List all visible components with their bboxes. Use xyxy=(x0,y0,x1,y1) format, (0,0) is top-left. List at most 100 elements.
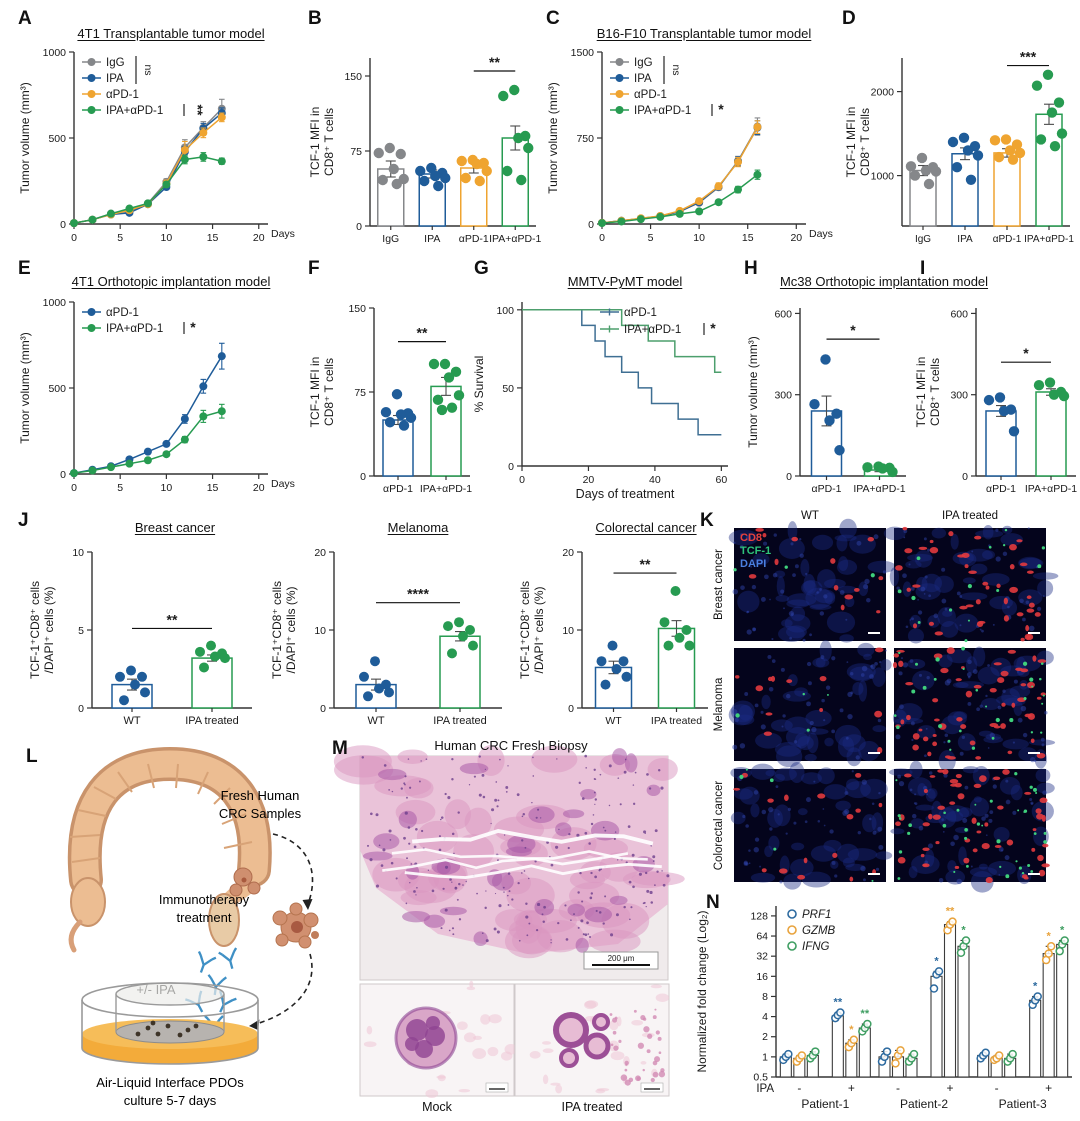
svg-text:αPD-1: αPD-1 xyxy=(624,307,657,319)
panel-f-label: F xyxy=(308,258,320,279)
panel-m: M Human CRC Fresh Biopsy 200 μm Mock IPA… xyxy=(332,736,690,1121)
svg-text:0: 0 xyxy=(599,232,605,244)
panel-d-chart: 1000 2000 IgG IPA αPD-1 IPA+αPD-1 *** TCF-1 MFI… xyxy=(844,49,1074,245)
histology-ipa-image xyxy=(514,983,670,1097)
svg-text:TCF-1 MFI in: TCF-1 MFI in xyxy=(914,357,928,428)
svg-text:75: 75 xyxy=(354,387,366,399)
svg-text:200 μm: 200 μm xyxy=(608,954,635,963)
svg-text:5: 5 xyxy=(117,482,123,494)
svg-text:20: 20 xyxy=(562,547,574,559)
svg-text:8: 8 xyxy=(762,991,768,1003)
svg-text:IPA+αPD-1: IPA+αPD-1 xyxy=(420,483,472,495)
svg-text:*: * xyxy=(961,924,966,936)
svg-text:15: 15 xyxy=(207,232,219,244)
svg-text:IPA treated: IPA treated xyxy=(433,715,487,727)
panel-g-chart: 0 50 100 0 20 40 60 Days of treatment % Survival… xyxy=(472,302,728,501)
svg-text:5: 5 xyxy=(78,625,84,637)
dapi-marker-label: DAPI xyxy=(740,558,767,570)
svg-text:32: 32 xyxy=(756,951,768,963)
svg-text:100: 100 xyxy=(496,305,514,317)
svg-text:TCF-1⁺CD8⁺ cells: TCF-1⁺CD8⁺ cells xyxy=(518,581,532,679)
svg-text:IPA+αPD-1: IPA+αPD-1 xyxy=(1024,234,1074,245)
svg-text:*: * xyxy=(1047,930,1052,942)
tumor-on-colon xyxy=(229,867,261,897)
panel-e-label: E xyxy=(18,258,31,279)
panel-j3-title: Colorectal cancer xyxy=(595,520,697,535)
svg-text:/DAPI⁺ cells (%): /DAPI⁺ cells (%) xyxy=(42,586,56,673)
svg-text:IgG: IgG xyxy=(106,57,125,69)
svg-text:150: 150 xyxy=(348,303,366,315)
svg-text:20: 20 xyxy=(583,474,595,486)
panel-k-col-wt: WT xyxy=(801,510,819,522)
ipa-treated-label: IPA treated xyxy=(561,1100,623,1114)
svg-text:128: 128 xyxy=(750,910,768,922)
svg-text:50: 50 xyxy=(502,383,514,395)
svg-text:*: * xyxy=(1060,924,1065,936)
svg-text:0: 0 xyxy=(356,221,362,233)
samples-caption-line2: CRC Samples xyxy=(219,806,302,821)
panel-a-label: A xyxy=(18,8,32,29)
svg-text:0: 0 xyxy=(962,471,968,483)
panel-e-chart: 0 500 1000 0 5 10 15 20 Days Tumor volume (mm³) αP… xyxy=(18,297,295,494)
svg-text:**: ** xyxy=(190,105,206,116)
svg-text:*: * xyxy=(710,320,716,336)
panel-b: B 0 75 150 IgG IPA αPD-1 IPA+αPD-1 ** TCF-1 MFI … xyxy=(306,6,542,256)
panel-e: E 4T1 Orthotopic implantation model 0 500… xyxy=(16,258,304,508)
svg-text:0: 0 xyxy=(71,482,77,494)
svg-text:1500: 1500 xyxy=(571,47,595,59)
panel-c: C B16-F10 Transplantable tumor model 0 75… xyxy=(544,6,842,256)
svg-text:****: **** xyxy=(407,586,429,602)
svg-text:600: 600 xyxy=(774,308,792,320)
svg-text:**: ** xyxy=(489,54,500,70)
svg-text:10: 10 xyxy=(314,625,326,637)
svg-text:20: 20 xyxy=(790,232,802,244)
svg-text:Patient-2: Patient-2 xyxy=(900,1097,948,1111)
panel-j2-title: Melanoma xyxy=(387,520,449,535)
svg-text:TCF-1⁺CD8⁺ cells: TCF-1⁺CD8⁺ cells xyxy=(28,581,42,679)
svg-text:αPD-1: αPD-1 xyxy=(106,307,139,319)
panel-l-label: L xyxy=(26,746,38,767)
svg-text:0: 0 xyxy=(320,703,326,715)
micrograph-colorectal-ipa xyxy=(889,760,1055,893)
svg-text:20: 20 xyxy=(253,232,265,244)
panel-c-label: C xyxy=(546,8,560,29)
svg-text:Patient-3: Patient-3 xyxy=(999,1097,1047,1111)
panel-g-label: G xyxy=(474,258,489,279)
svg-text:*: * xyxy=(718,101,724,117)
svg-text:64: 64 xyxy=(756,931,768,943)
panel-k-row-colorectal: Colorectal cancer xyxy=(713,780,725,871)
svg-text:TCF-1⁺CD8⁺ cells: TCF-1⁺CD8⁺ cells xyxy=(270,581,284,679)
panel-h-chart: 0 300 600 αPD-1 IPA+αPD-1 * Tumor volume (mm³) xyxy=(746,308,906,495)
panel-m-title: Human CRC Fresh Biopsy xyxy=(434,738,588,753)
svg-text:600: 600 xyxy=(950,308,968,320)
panel-m-label: M xyxy=(332,738,348,759)
svg-text:αPD-1: αPD-1 xyxy=(459,233,489,245)
svg-text:**: ** xyxy=(167,611,178,627)
svg-text:IPA+αPD-1: IPA+αPD-1 xyxy=(1025,483,1077,495)
panel-a-title: 4T1 Transplantable tumor model xyxy=(77,26,265,41)
svg-text:IPA: IPA xyxy=(106,73,124,85)
svg-text:1000: 1000 xyxy=(871,171,895,183)
svg-text:*: * xyxy=(850,322,856,338)
svg-text:1000: 1000 xyxy=(43,297,67,309)
svg-text:-: - xyxy=(995,1081,999,1095)
panel-a-chart: 0 500 1000 0 5 10 15 20 Days Tumor volume (mm³) Ig… xyxy=(18,47,295,244)
svg-text:0: 0 xyxy=(588,219,594,231)
panel-i-chart: 0 300 600 αPD-1 IPA+αPD-1 * TCF-1 MFI in CD8⁺ T… xyxy=(914,308,1077,495)
svg-text:*: * xyxy=(849,1024,854,1036)
svg-text:CD8⁺ T cells: CD8⁺ T cells xyxy=(858,108,872,176)
svg-text:0: 0 xyxy=(71,232,77,244)
svg-text:0.5: 0.5 xyxy=(753,1072,768,1084)
svg-text:Normalized fold change (Log₂): Normalized fold change (Log₂) xyxy=(695,910,709,1072)
svg-text:IPA+αPD-1: IPA+αPD-1 xyxy=(106,105,163,117)
colon-illustration xyxy=(67,746,272,953)
svg-text:WT: WT xyxy=(605,715,622,727)
svg-text:Days: Days xyxy=(271,228,295,240)
svg-text:*: * xyxy=(1023,345,1029,361)
svg-text:500: 500 xyxy=(48,383,66,395)
svg-text:0: 0 xyxy=(360,471,366,483)
svg-text:CD8⁺ T cells: CD8⁺ T cells xyxy=(322,108,336,176)
immunotherapy-caption-line2: treatment xyxy=(177,910,232,925)
svg-text:*: * xyxy=(934,955,939,967)
svg-text:**: ** xyxy=(946,906,955,918)
